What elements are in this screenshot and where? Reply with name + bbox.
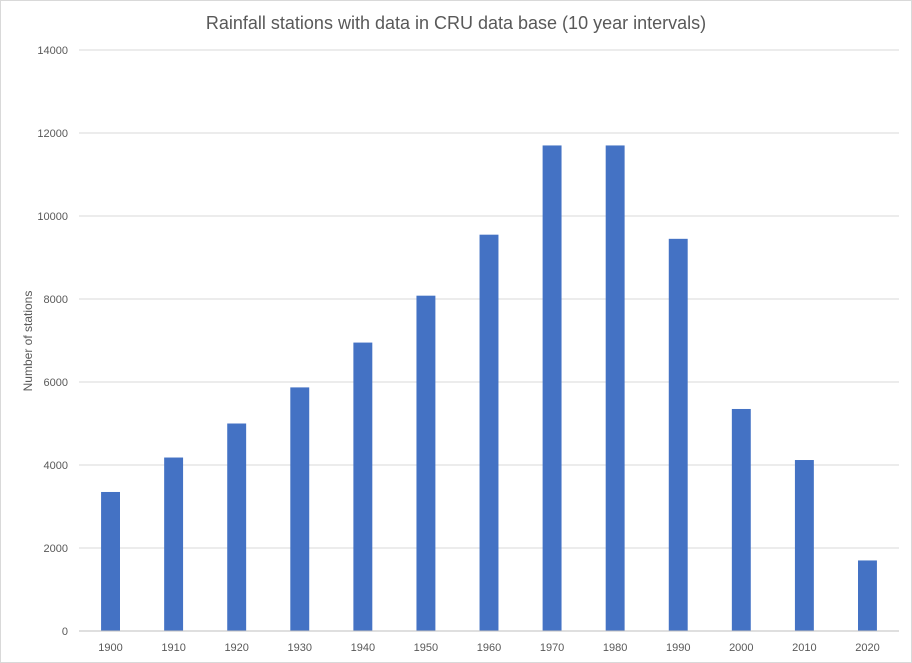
x-tick-label: 1950 [414, 642, 438, 654]
y-tick-label: 4000 [44, 460, 68, 472]
x-tick-label: 1910 [161, 642, 185, 654]
x-tick-label: 1990 [666, 642, 690, 654]
y-axis-title: Number of stations [21, 291, 35, 392]
y-tick-label: 6000 [44, 377, 68, 389]
y-tick-label: 12000 [37, 128, 68, 140]
bars [101, 145, 877, 632]
y-tick-label: 14000 [37, 45, 68, 57]
bar-2000 [731, 408, 751, 631]
bar-1980 [605, 145, 625, 631]
x-tick-label: 1970 [540, 642, 564, 654]
x-tick-label: 1960 [477, 642, 501, 654]
bar-2020 [858, 560, 877, 631]
y-tick-label: 2000 [44, 543, 68, 555]
x-tick-label: 1920 [224, 642, 248, 654]
x-tick-label: 1900 [98, 642, 122, 654]
bar-1970 [542, 145, 562, 631]
x-tick-label: 1980 [603, 642, 627, 654]
x-tick-label: 1930 [288, 642, 312, 654]
bar-1950 [416, 295, 436, 631]
x-tick-label: 2020 [855, 642, 879, 654]
x-tick-label: 2010 [792, 642, 816, 654]
x-tick-label: 1940 [351, 642, 375, 654]
bar-1930 [290, 387, 310, 631]
bar-1990 [668, 238, 688, 631]
y-tick-label: 0 [62, 626, 68, 638]
x-tick-label: 2000 [729, 642, 753, 654]
bar-1940 [353, 342, 373, 631]
bar-1900 [101, 491, 120, 631]
bar-1920 [227, 423, 247, 631]
y-tick-label: 10000 [37, 211, 68, 223]
chart-title: Rainfall stations with data in CRU data … [205, 13, 707, 33]
axes: 0 2000 4000 6000 8000 10000 12000 14000 1900 1910… [37, 45, 899, 654]
bar-1910 [164, 457, 184, 631]
bar-2010 [794, 460, 814, 631]
y-tick-label: 8000 [44, 294, 68, 306]
bar-1960 [479, 234, 499, 632]
